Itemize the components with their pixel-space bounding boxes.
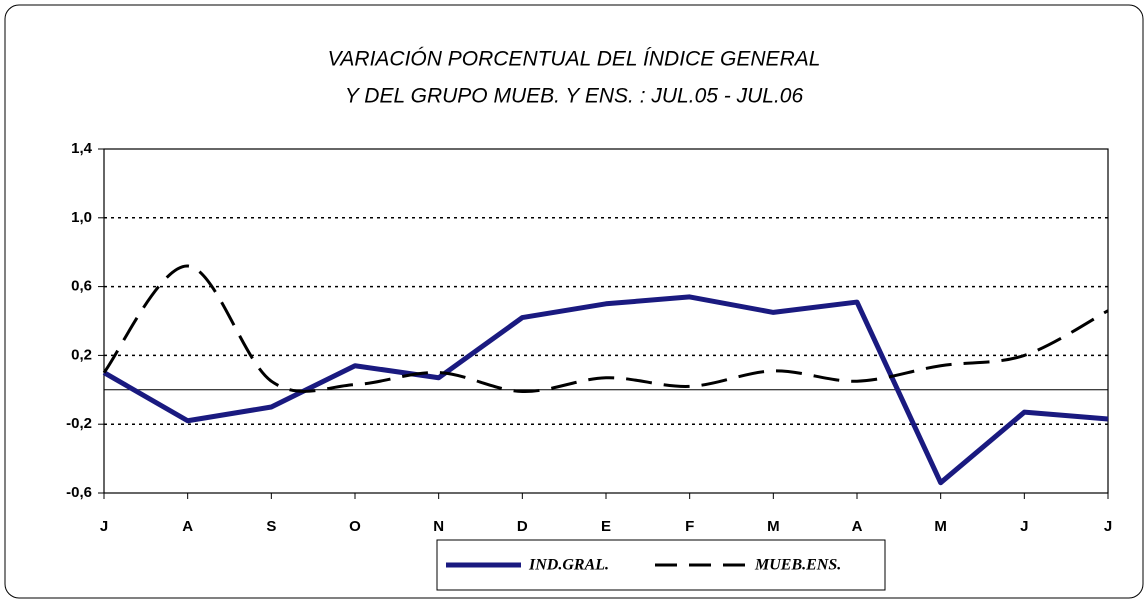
x-tick-label: N	[433, 518, 444, 535]
x-tick-label: M	[934, 518, 947, 535]
x-tick-label: E	[601, 518, 611, 535]
chart-title: Y DEL GRUPO MUEB. Y ENS. : JUL.05 - JUL.…	[345, 85, 804, 108]
x-tick-label: J	[100, 518, 108, 535]
x-tick-label: O	[349, 518, 361, 535]
y-tick-label: -0,2	[66, 415, 92, 432]
x-tick-label: F	[685, 518, 694, 535]
series-line	[102, 294, 1109, 486]
y-tick-label: 0,6	[71, 278, 92, 295]
y-tick-label: 1,4	[71, 140, 93, 157]
y-tick-label: 1,0	[71, 209, 92, 226]
chart-frame	[4, 4, 1144, 599]
x-tick-label: S	[266, 518, 276, 535]
series-line	[102, 264, 1109, 394]
legend-label: MUEB.ENS.	[754, 557, 841, 574]
x-tick-label: D	[517, 518, 528, 535]
x-tick-label: M	[767, 518, 780, 535]
x-tick-label: A	[182, 518, 193, 535]
x-tick-label: J	[1104, 518, 1112, 535]
x-tick-label: A	[852, 518, 863, 535]
chart-title: VARIACIÓN PORCENTUAL DEL ÍNDICE GENERAL	[328, 48, 821, 71]
y-tick-label: -0,6	[66, 484, 92, 501]
y-tick-label: 0,2	[71, 346, 92, 363]
x-tick-label: J	[1020, 518, 1028, 535]
legend-label: IND.GRAL.	[528, 557, 609, 574]
